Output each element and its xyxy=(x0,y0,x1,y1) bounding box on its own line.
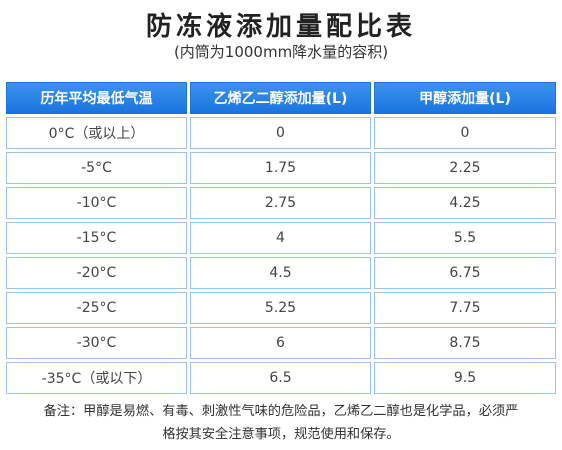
table-cell: 2.25 xyxy=(374,152,556,184)
subtitle: (内筒为1000mm降水量的容积) xyxy=(173,43,389,61)
table-cell: 7.75 xyxy=(374,292,556,324)
table-cell: -35°C（或以下） xyxy=(6,362,187,394)
title: 防冻液添加量配比表 xyxy=(145,12,416,42)
table-cell: 4 xyxy=(190,222,371,254)
table-cell: 0 xyxy=(374,117,556,149)
table-cell: 6.5 xyxy=(190,362,371,394)
column-header: 甲醇添加量(L) xyxy=(374,82,556,114)
column-header: 乙烯乙二醇添加量(L) xyxy=(190,82,371,114)
table-cell: 8.75 xyxy=(374,327,556,359)
table-cell: -10°C xyxy=(6,187,187,219)
table-cell: 9.5 xyxy=(374,362,556,394)
table-cell: 4.5 xyxy=(190,257,371,289)
table-cell: 1.75 xyxy=(190,152,371,184)
footer-line: 备注：甲醇是易燃、有毒、刺激性气味的危险品，乙烯乙二醇也是化学品，必须严 xyxy=(43,404,519,419)
table-cell: 6 xyxy=(190,327,371,359)
table-cell: -30°C xyxy=(6,327,187,359)
column-header: 历年平均最低气温 xyxy=(6,82,187,114)
table-cell: -25°C xyxy=(6,292,187,324)
table-cell: 0°C（或以上） xyxy=(6,117,187,149)
table-cell: 0 xyxy=(190,117,371,149)
table-cell: 2.75 xyxy=(190,187,371,219)
table-cell: 4.25 xyxy=(374,187,556,219)
table-cell: 6.75 xyxy=(374,257,556,289)
table-cell: -20°C xyxy=(6,257,187,289)
table-cell: -5°C xyxy=(6,152,187,184)
table-cell: 5.5 xyxy=(374,222,556,254)
table-cell: -15°C xyxy=(6,222,187,254)
table-cell: 5.25 xyxy=(190,292,371,324)
footer: 备注：甲醇是易燃、有毒、刺激性气味的危险品，乙烯乙二醇也是化学品，必须严 格按其安… xyxy=(0,400,562,446)
footer-line: 格按其安全注意事项，规范使用和保存。 xyxy=(162,427,400,442)
table: 历年平均最低气温 乙烯乙二醇添加量(L) 甲醇添加量(L) 0°C（或以上） 0 0 -5°… xyxy=(6,82,556,394)
